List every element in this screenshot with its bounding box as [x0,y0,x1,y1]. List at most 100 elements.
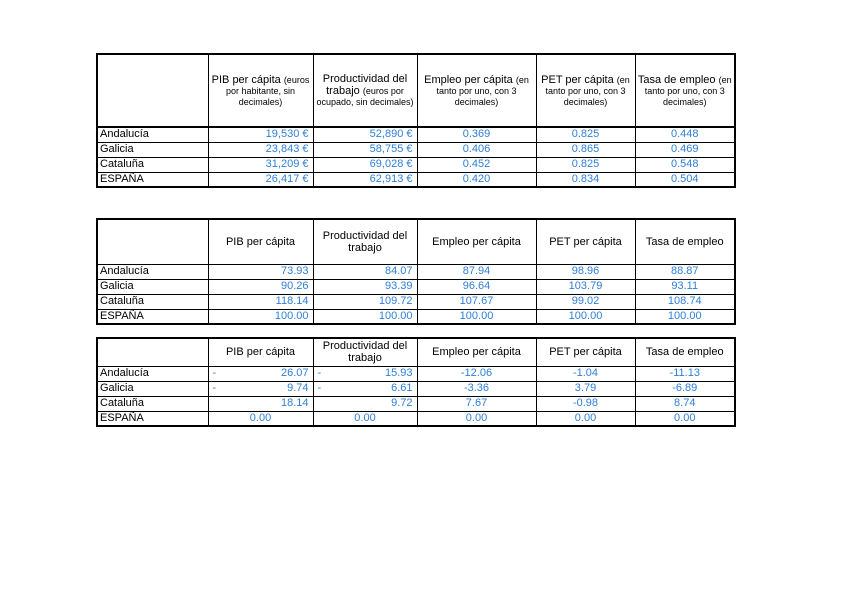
value-cell: 0.00 [207,410,314,427]
row-label: Cataluña [96,293,209,310]
row-label: Galicia [96,141,209,158]
value-cell: -3.36 [416,380,537,397]
value-cell: -0.98 [535,395,636,412]
value-cell: 0.504 [634,171,736,188]
value-cell: 96.64 [416,278,537,295]
column-header-empleo: Empleo per cápita [416,337,537,367]
value-cell: 118.14 [207,293,314,310]
value-cell: 0.469 [634,141,736,158]
minus-sign: - [317,366,322,379]
header-title: PET per cápita [541,74,614,86]
value-cell: 31,209 € [207,156,314,173]
value-cell: 52,890 € [312,126,418,143]
value-cell: 0.369 [416,126,537,143]
header-unit: (en tanto por uno, con 3 decimales) [545,75,630,107]
header-title: Productividad del trabajo [322,340,408,365]
value-cell: -12.06 [416,365,537,382]
row-label: ESPAÑA [96,308,209,325]
cell-value: 6.61 [391,382,413,394]
column-header-pet: PET per cápita [535,337,636,367]
column-header-tasa: Tasa de empleo [634,218,736,265]
row-label: Andalucía [96,126,209,143]
value-cell: 100.00 [416,308,537,325]
value-cell: 100.00 [207,308,314,325]
header-title: PIB per cápita [225,235,296,248]
header-title: Empleo per cápita [424,74,513,86]
table-row: ESPAÑA 26,417 € 62,913 € 0.420 0.834 0.5… [96,171,736,188]
row-label: ESPAÑA [96,171,209,188]
value-cell: 58,755 € [312,141,418,158]
value-cell: 0.548 [634,156,736,173]
value-cell: 107.67 [416,293,537,310]
corner-cell [96,218,209,265]
column-header-empleo: Empleo per cápita [416,218,537,265]
value-cell: 100.00 [535,308,636,325]
corner-cell [96,337,209,367]
header-unit: (en tanto por uno, con 3 decimales) [436,75,529,107]
table-row: Galicia 90.26 93.39 96.64 103.79 93.11 [96,278,736,295]
header-title: Empleo per cápita [432,235,521,248]
value-cell: 0.00 [535,410,636,427]
table-absolute-values: PIB per cápita (euros por habitante, sin… [96,53,736,188]
column-header-empleo: Empleo per cápita (en tanto por uno, con… [416,53,537,128]
value-cell: -1.04 [535,365,636,382]
minus-sign: - [317,381,322,394]
value-cell: 3.79 [535,380,636,397]
table-row: Cataluña 118.14 109.72 107.67 99.02 108.… [96,293,736,310]
header-title: PIB per cápita [211,74,281,86]
value-cell: 9.72 [312,395,418,412]
row-label: Andalucía [96,263,209,280]
column-header-tasa: Tasa de empleo [634,337,736,367]
table-row: Cataluña 31,209 € 69,028 € 0.452 0.825 0… [96,156,736,173]
row-label: Cataluña [96,395,209,412]
table-row: Galicia -9.74 -6.61 -3.36 3.79 -6.89 [96,380,736,397]
value-cell: 108.74 [634,293,736,310]
value-cell: -6.89 [634,380,736,397]
value-cell: 19,530 € [207,126,314,143]
corner-cell [96,53,209,128]
value-cell: 0.00 [312,410,418,427]
cell-value: 15.93 [384,367,413,379]
table-index-values: PIB per cápita Productividad del trabajo… [96,218,736,325]
table-row: Cataluña 18.14 9.72 7.67 -0.98 8.74 [96,395,736,412]
header-title: Productividad del trabajo [322,229,408,254]
column-header-pib: PIB per cápita [207,337,314,367]
value-cell: - 15.93 [312,365,418,382]
value-cell: 99.02 [535,293,636,310]
column-header-productividad: Productividad del trabajo [312,337,418,367]
value-cell: 23,843 € [207,141,314,158]
value-cell: 8.74 [634,395,736,412]
value-cell: 73.93 [207,263,314,280]
value-cell: 0.452 [416,156,537,173]
value-cell: - 6.61 [312,380,418,397]
header-row: PIB per cápita (euros por habitante, sin… [96,53,736,128]
value-cell: 0.00 [416,410,537,427]
header-unit: (euros por habitante, sin decimales) [225,75,310,107]
value-cell: 18.14 [207,395,314,412]
header-unit: (euros por ocupado, sin decimales) [316,86,414,108]
header-title: Empleo per cápita [432,346,521,359]
value-cell: - 26.07 [207,365,314,382]
header-title: Tasa de empleo [645,346,724,359]
minus-sign: - [212,366,217,379]
value-cell: 0.865 [535,141,636,158]
header-title: Productividad del trabajo [322,73,408,98]
row-label: ESPAÑA [96,410,209,427]
value-cell: 0.825 [535,126,636,143]
column-header-tasa: Tasa de empleo (en tanto por uno, con 3 … [634,53,736,128]
cell-value: 26.07 [280,367,309,379]
column-header-pib: PIB per cápita [207,218,314,265]
column-header-pet: PET per cápita [535,218,636,265]
value-cell: 90.26 [207,278,314,295]
table-row: Andalucía 73.93 84.07 87.94 98.96 88.87 [96,263,736,280]
header-title: PIB per cápita [225,346,296,359]
header-row: PIB per cápita Productividad del trabajo… [96,218,736,265]
row-label: Andalucía [96,365,209,382]
value-cell: 93.39 [312,278,418,295]
minus-sign: - [212,381,217,394]
row-label: Galicia [96,380,209,397]
table-row: ESPAÑA 100.00 100.00 100.00 100.00 100.0… [96,308,736,325]
value-cell: 62,913 € [312,171,418,188]
value-cell: -11.13 [634,365,736,382]
